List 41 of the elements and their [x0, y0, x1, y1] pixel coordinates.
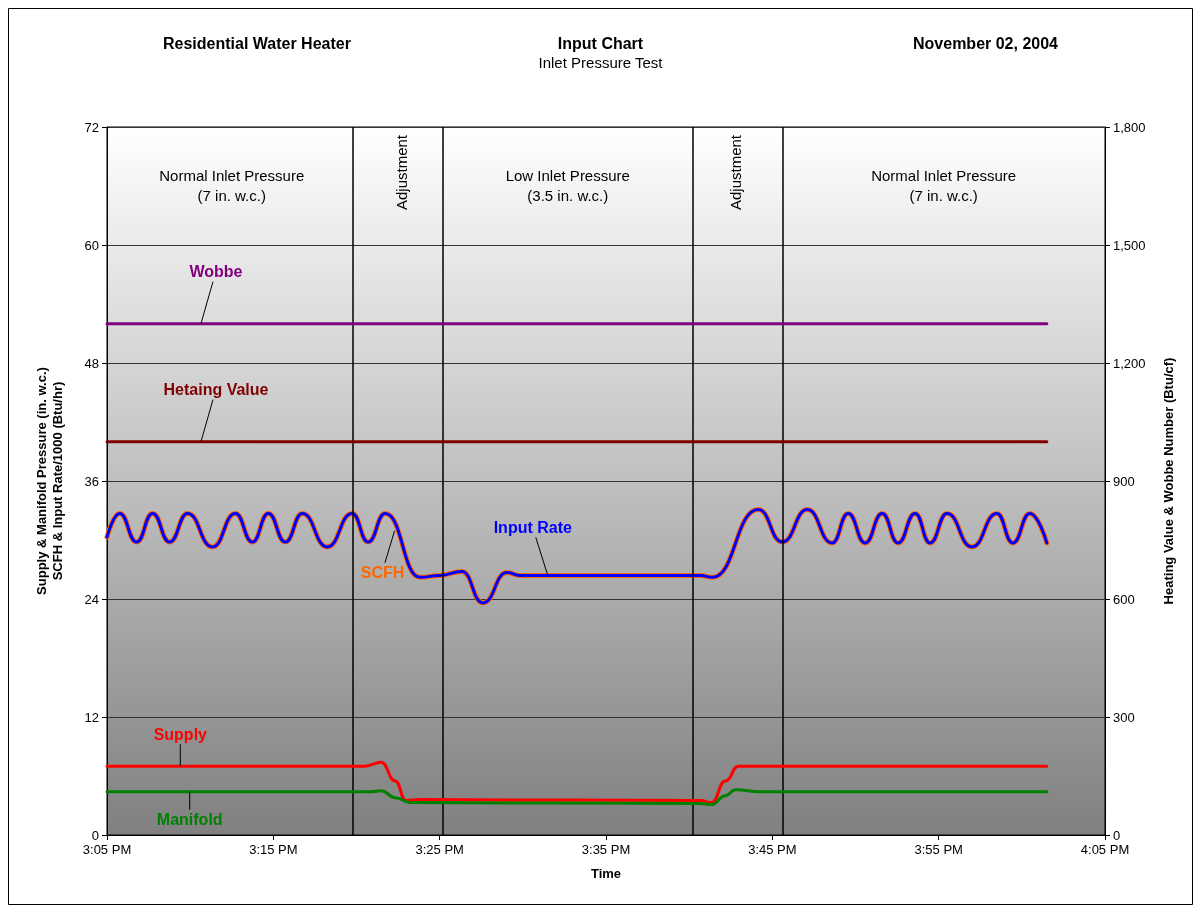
y-axis-title: Supply & Manifold Pressure (in. w.c.) SCFH & Input Rate/1000 (Btu/hr) — [33, 367, 65, 595]
text: November 02, 2004 — [913, 34, 1059, 52]
chart-title: Input Chart — [557, 34, 644, 52]
text: Input Rate — [493, 518, 572, 536]
x-tick-label: 3:45 PM — [748, 842, 797, 857]
annotation: Adjustment — [727, 134, 745, 211]
y-tick-label: 12 — [84, 709, 99, 725]
line-series — [105, 788, 1049, 807]
y-tick-label: 60 — [84, 237, 99, 253]
x-tick-label: 3:55 PM — [914, 842, 963, 857]
x-tick-label: 3:35 PM — [581, 842, 631, 857]
series-label: Manifold — [156, 811, 223, 829]
annotation: Adjustment — [392, 134, 410, 211]
line-series — [105, 760, 1049, 805]
x-tick-label: 3:15 PM — [249, 842, 298, 857]
y2-tick-label: 600 — [1113, 591, 1135, 607]
y2-tick-label: 1,200 — [1113, 355, 1146, 371]
text: Hetaing Value — [163, 381, 269, 399]
y-tick-label: 48 — [84, 355, 99, 371]
chart-subtitle: Inlet Pressure Test — [538, 54, 664, 71]
x-axis-title: Time — [590, 865, 622, 881]
y-tick-label: 36 — [84, 473, 99, 489]
series-label: Supply — [153, 725, 208, 743]
annotation: Low Inlet Pressure (3.5 in. w.c.) — [505, 166, 630, 204]
y2-tick-label: 1,800 — [1113, 119, 1146, 135]
y-tick-label: 72 — [84, 119, 99, 135]
x-tick-label: 4:05 PM — [1080, 842, 1130, 857]
x-tick-label: 3:05 PM — [82, 842, 132, 857]
y-tick-label: 0 — [91, 827, 99, 843]
y-tick-label: 24 — [84, 591, 99, 607]
y2-axis-title: Heating Value & Wobbe Number (Btu/cf) — [1160, 357, 1176, 605]
annotation: Normal Inlet Pressure (7 in. w.c.) — [871, 166, 1017, 204]
series-label: SCFH — [360, 564, 405, 582]
y2-tick-label: 0 — [1113, 827, 1121, 843]
annotation: Normal Inlet Pressure (7 in. w.c.) — [159, 166, 305, 204]
text: Residential Water Heater — [163, 34, 351, 52]
x-tick-label: 3:25 PM — [415, 842, 464, 857]
y2-tick-label: 1,500 — [1113, 237, 1146, 253]
y2-tick-label: 900 — [1113, 473, 1135, 489]
y2-tick-label: 300 — [1113, 709, 1135, 725]
text: Wobbe — [189, 263, 243, 281]
